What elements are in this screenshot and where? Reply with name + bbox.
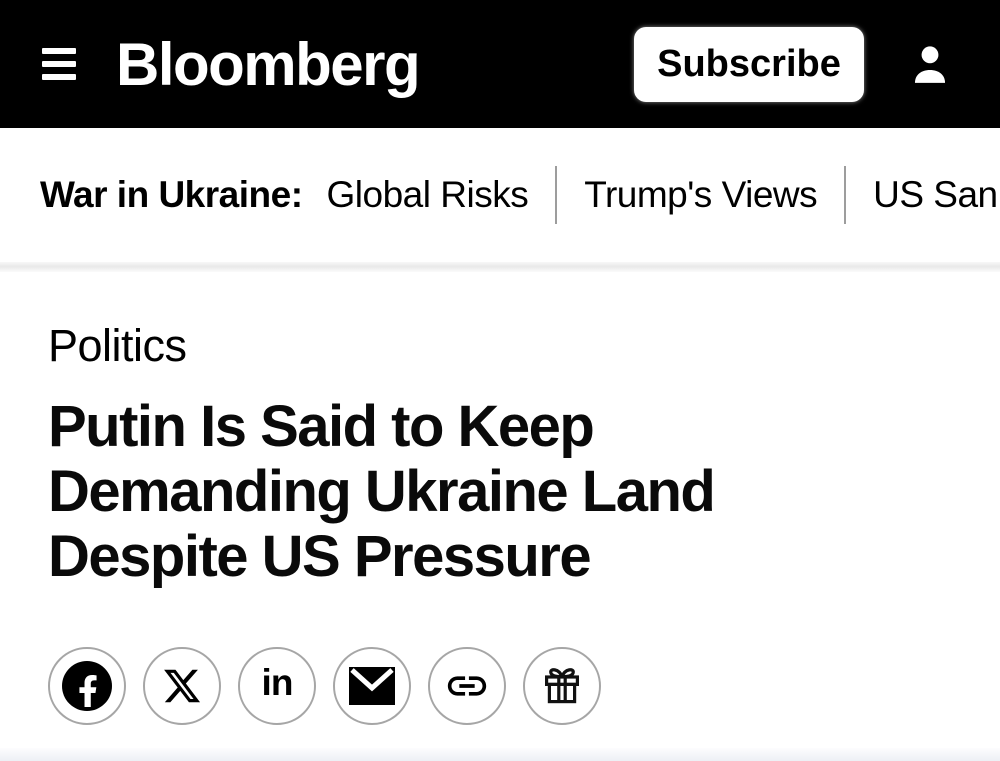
topic-link-global-risks[interactable]: Global Risks bbox=[326, 174, 529, 215]
menu-button[interactable] bbox=[42, 48, 76, 80]
section-divider bbox=[0, 262, 1000, 272]
topic-strip: War in Ukraine: Global Risks Trump's Vie… bbox=[0, 128, 1000, 262]
headline-line: Despite US Pressure bbox=[48, 524, 592, 589]
topic-link-us-sanctions[interactable]: US San bbox=[873, 174, 998, 215]
hamburger-menu-icon bbox=[42, 48, 76, 54]
topic-link-trumps-views[interactable]: Trump's Views bbox=[584, 174, 818, 215]
person-icon bbox=[914, 46, 946, 83]
article-header-section: Politics Putin Is Said to Keep Demanding… bbox=[0, 272, 1000, 725]
share-email-button[interactable] bbox=[333, 647, 411, 725]
x-icon bbox=[164, 669, 201, 703]
vertical-divider bbox=[555, 166, 558, 224]
topic-strip-label: War in Ukraine: bbox=[40, 174, 303, 215]
email-icon bbox=[349, 667, 395, 705]
top-nav: Bloomberg Subscribe bbox=[0, 0, 1000, 128]
headline-line: Demanding Ukraine Land bbox=[48, 459, 716, 524]
headline-line: Putin Is Said to Keep bbox=[48, 394, 595, 459]
share-facebook-button[interactable] bbox=[48, 647, 126, 725]
bloomberg-logo[interactable]: Bloomberg bbox=[116, 30, 421, 98]
share-gift-button[interactable] bbox=[523, 647, 601, 725]
category-link[interactable]: Politics bbox=[48, 320, 187, 371]
facebook-icon bbox=[62, 661, 112, 711]
linkedin-icon: in bbox=[261, 662, 294, 703]
share-link-button[interactable] bbox=[428, 647, 506, 725]
article-headline: Putin Is Said to Keep Demanding Ukraine … bbox=[48, 394, 952, 589]
share-x-button[interactable] bbox=[143, 647, 221, 725]
vertical-divider bbox=[844, 166, 847, 224]
share-toolbar: in bbox=[48, 647, 952, 725]
next-section-edge bbox=[0, 748, 1000, 761]
subscribe-button[interactable]: Subscribe bbox=[634, 26, 864, 102]
gift-icon bbox=[545, 668, 579, 704]
link-icon bbox=[447, 676, 487, 696]
profile-button[interactable] bbox=[908, 38, 952, 90]
share-linkedin-button[interactable]: in bbox=[238, 647, 316, 725]
